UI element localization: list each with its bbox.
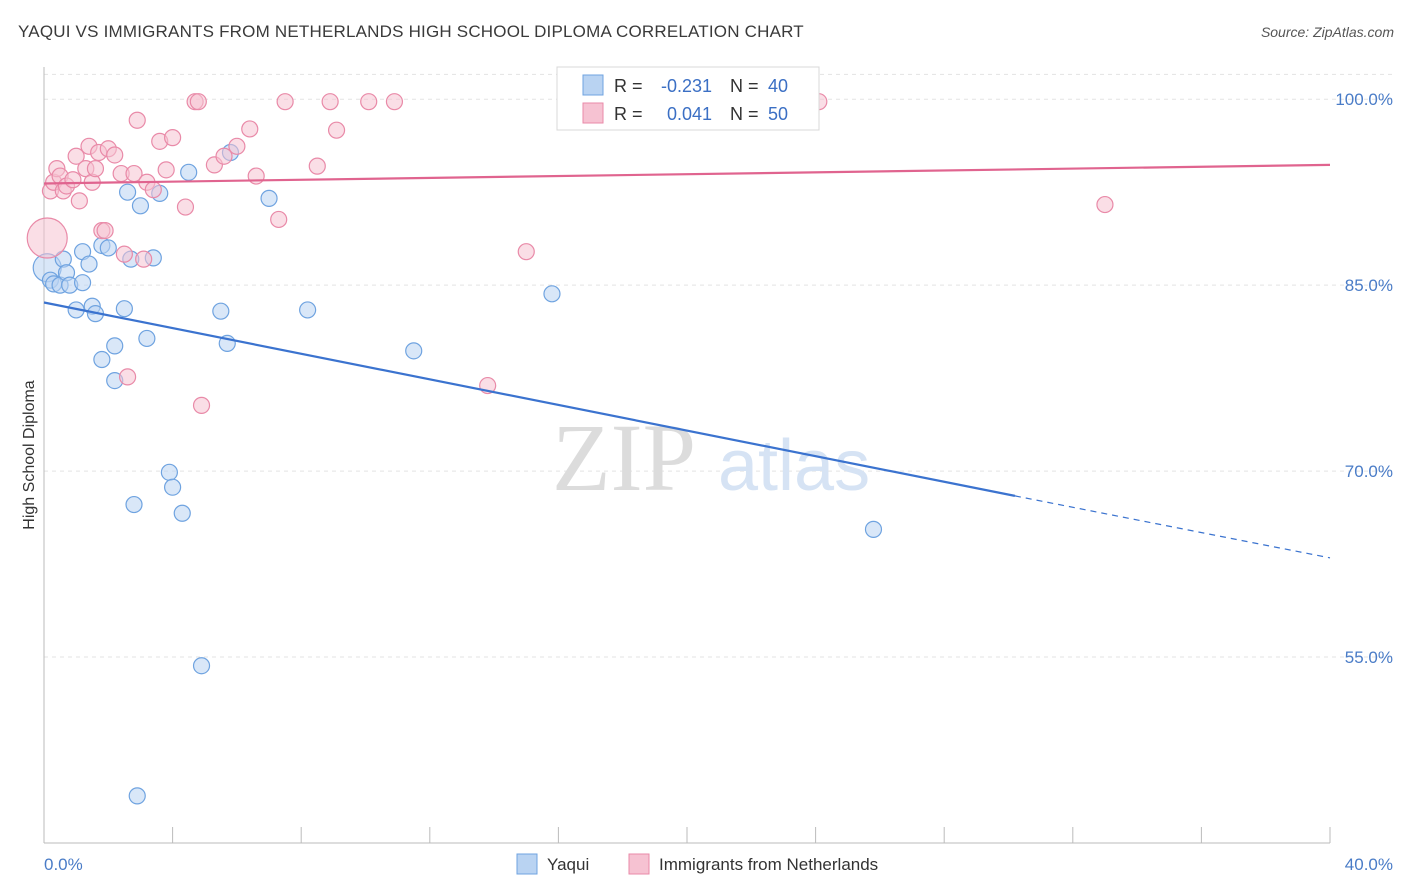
- stats-r-label: R =: [614, 104, 643, 124]
- stats-n-label: N =: [730, 76, 759, 96]
- x-tick-labels: 0.0% 40.0%: [44, 855, 1393, 874]
- stats-legend: R = -0.231 N = 40 R = 0.041 N = 50: [556, 66, 820, 131]
- netherlands-point: [276, 93, 294, 111]
- netherlands-point: [64, 171, 82, 189]
- yaqui-trend-extension: [1014, 495, 1331, 559]
- series-legend-label: Immigrants from Netherlands: [659, 855, 878, 874]
- netherlands-point: [517, 243, 535, 261]
- yaqui-point: [212, 302, 230, 320]
- stats-n-value: 50: [768, 104, 788, 124]
- yaqui-point: [128, 787, 146, 805]
- netherlands-point: [360, 93, 378, 111]
- netherlands-point: [106, 146, 124, 164]
- stats-n-label: N =: [730, 104, 759, 124]
- x-tick-label: 0.0%: [44, 855, 83, 874]
- trend-lines: [43, 163, 1331, 559]
- yaqui-point: [160, 463, 178, 481]
- grid-lines: [44, 73, 1392, 658]
- stats-r-value: 0.041: [667, 104, 712, 124]
- source-label: Source: ZipAtlas.com: [1260, 24, 1394, 40]
- watermark-atlas: atlas: [718, 426, 870, 506]
- netherlands-point: [115, 245, 133, 263]
- yaqui-point: [118, 183, 137, 201]
- yaqui-point: [180, 163, 198, 181]
- series-legend-swatch: [516, 853, 538, 875]
- yaqui-point: [164, 478, 182, 496]
- y-axis-label: High School Diploma: [21, 380, 38, 530]
- series-legend-swatch: [628, 853, 650, 875]
- yaqui-point: [138, 329, 156, 348]
- netherlands-point: [164, 129, 182, 147]
- netherlands-point: [189, 93, 207, 111]
- yaqui-point: [115, 300, 133, 318]
- yaqui-point: [864, 520, 883, 538]
- netherlands-point: [228, 137, 246, 155]
- stats-n-value: 40: [768, 76, 788, 96]
- watermark-zip: ZIP: [552, 404, 696, 511]
- yaqui-point: [125, 495, 143, 514]
- yaqui-point: [106, 337, 124, 355]
- netherlands-point: [70, 192, 88, 210]
- netherlands-point: [157, 161, 175, 179]
- yaqui-point: [543, 285, 561, 303]
- netherlands-point: [270, 210, 288, 229]
- netherlands-point: [215, 147, 233, 165]
- netherlands-point: [96, 221, 114, 240]
- netherlands-point: [192, 396, 211, 414]
- y-tick-label: 70.0%: [1345, 462, 1393, 481]
- series-legend-label: Yaqui: [547, 855, 589, 874]
- netherlands-point: [26, 217, 68, 259]
- y-tick-label: 100.0%: [1335, 90, 1393, 109]
- yaqui-trend-line: [43, 301, 1016, 497]
- x-tick-label: 40.0%: [1345, 855, 1393, 874]
- netherlands-point: [321, 93, 339, 111]
- netherlands-point: [176, 198, 195, 216]
- netherlands-point: [67, 147, 85, 165]
- netherlands-trend-line: [43, 163, 1331, 185]
- yaqui-point: [173, 504, 191, 522]
- yaqui-point: [80, 255, 98, 273]
- yaqui-point: [73, 274, 92, 292]
- series-legend: Yaqui Immigrants from Netherlands: [516, 853, 878, 875]
- netherlands-point: [118, 368, 137, 386]
- yaqui-point: [192, 657, 211, 675]
- netherlands-point: [241, 120, 259, 138]
- netherlands-point: [385, 93, 404, 111]
- yaqui-point: [405, 342, 423, 360]
- y-tick-labels: 55.0% 70.0% 85.0% 100.0%: [1335, 90, 1393, 667]
- y-tick-label: 55.0%: [1345, 648, 1393, 667]
- data-points: [26, 93, 1114, 805]
- yaqui-point: [99, 239, 117, 257]
- yaqui-point: [93, 350, 111, 369]
- stats-r-label: R =: [614, 76, 643, 96]
- stats-legend-swatch: [582, 74, 604, 96]
- stats-r-value: -0.231: [661, 76, 712, 96]
- netherlands-point: [128, 111, 146, 129]
- yaqui-point: [299, 301, 317, 319]
- yaqui-point: [260, 189, 278, 207]
- netherlands-point: [144, 181, 162, 199]
- netherlands-point: [86, 160, 105, 178]
- netherlands-point: [135, 250, 153, 268]
- stats-legend-swatch: [582, 102, 604, 124]
- chart-title: YAQUI VS IMMIGRANTS FROM NETHERLANDS HIG…: [18, 22, 804, 41]
- netherlands-point: [1096, 195, 1114, 214]
- netherlands-point: [327, 121, 346, 139]
- netherlands-point: [308, 157, 326, 175]
- yaqui-point: [131, 197, 150, 215]
- netherlands-point: [247, 167, 265, 185]
- y-tick-label: 85.0%: [1345, 276, 1393, 295]
